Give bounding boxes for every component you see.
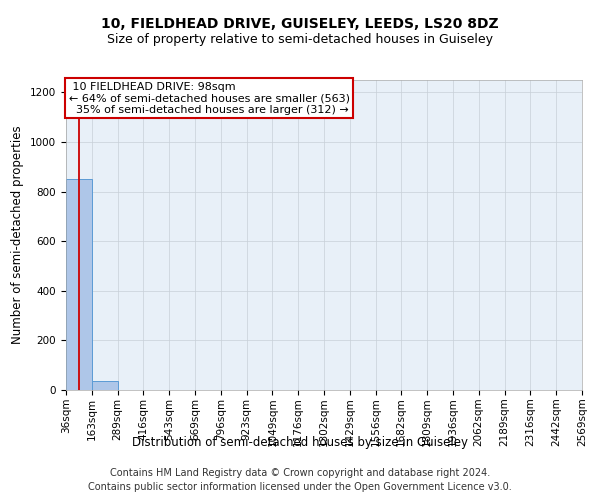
Text: Contains HM Land Registry data © Crown copyright and database right 2024.: Contains HM Land Registry data © Crown c… [110, 468, 490, 477]
Bar [92, 380, 118, 390]
Text: 10 FIELDHEAD DRIVE: 98sqm
← 64% of semi-detached houses are smaller (563)
  35% : 10 FIELDHEAD DRIVE: 98sqm ← 64% of semi-… [68, 82, 350, 115]
Text: 10, FIELDHEAD DRIVE, GUISELEY, LEEDS, LS20 8DZ: 10, FIELDHEAD DRIVE, GUISELEY, LEEDS, LS… [101, 18, 499, 32]
Text: Distribution of semi-detached houses by size in Guiseley: Distribution of semi-detached houses by … [132, 436, 468, 449]
Bar [66, 179, 92, 390]
Text: Contains public sector information licensed under the Open Government Licence v3: Contains public sector information licen… [88, 482, 512, 492]
Text: Size of property relative to semi-detached houses in Guiseley: Size of property relative to semi-detach… [107, 32, 493, 46]
Y-axis label: Number of semi-detached properties: Number of semi-detached properties [11, 126, 25, 344]
